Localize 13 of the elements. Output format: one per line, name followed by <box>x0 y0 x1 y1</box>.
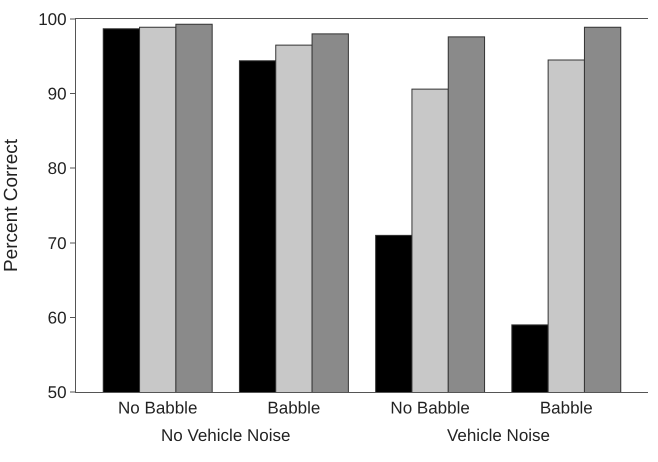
y-tick-label: 60 <box>48 308 67 328</box>
text: Vehicle Noise <box>447 426 550 445</box>
y-tick-label: 70 <box>48 234 67 253</box>
x-tick-label: No Babble <box>118 398 198 418</box>
x-tick-label: Babble <box>540 398 593 418</box>
y-axis-title: Percent Correct <box>1 138 22 272</box>
y-tick-label: 80 <box>48 159 67 178</box>
text: No Vehicle Noise <box>161 426 290 445</box>
y-tick-label: 100 <box>38 10 67 29</box>
x-tick-label: Babble <box>267 398 320 418</box>
y-tick-label: 50 <box>48 382 67 402</box>
y-tick-label: 90 <box>48 84 67 104</box>
x-tick-label: No Babble <box>390 398 470 418</box>
